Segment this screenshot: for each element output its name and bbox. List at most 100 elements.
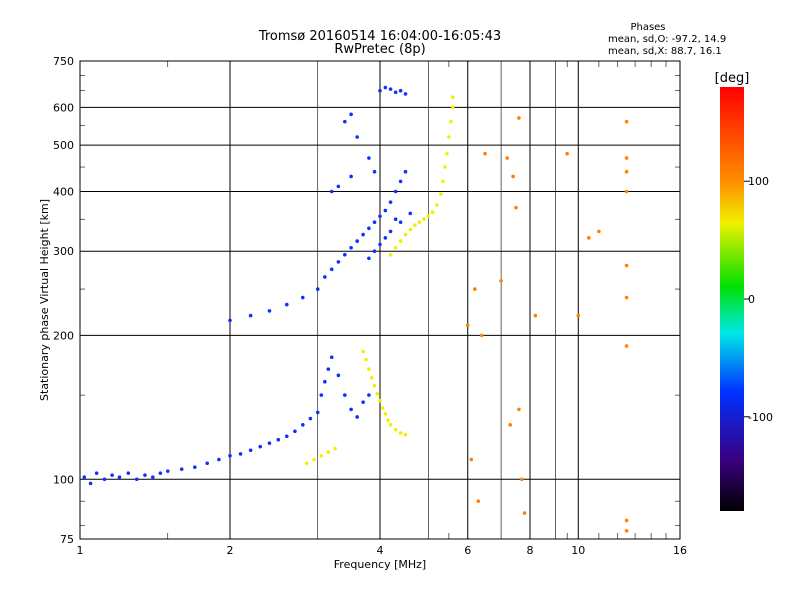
data-point [378, 398, 382, 403]
data-point [315, 287, 320, 291]
data-point [134, 477, 139, 482]
data-point [367, 367, 371, 371]
data-point [143, 473, 147, 477]
data-point [367, 226, 371, 231]
y-tick-label: 600 [53, 101, 74, 114]
data-point [519, 477, 524, 482]
data-point [312, 457, 316, 462]
data-point [267, 309, 272, 313]
data-point [369, 376, 374, 380]
data-point [451, 105, 455, 110]
data-point [336, 184, 341, 189]
data-point [343, 119, 347, 124]
data-point [505, 156, 509, 160]
data-point [469, 457, 474, 462]
x-tick-label: 8 [527, 544, 534, 557]
data-point [511, 174, 515, 179]
data-point [403, 432, 408, 437]
data-point [398, 179, 403, 184]
data-point [517, 116, 521, 120]
data-point [388, 200, 393, 204]
data-point [508, 423, 512, 427]
chart-subtitle: RwPretec (8p) [334, 42, 425, 57]
data-point [329, 189, 334, 194]
y-tick-label: 500 [53, 139, 74, 152]
data-point [284, 302, 289, 307]
data-point [158, 471, 163, 475]
data-point [479, 333, 484, 338]
data-point [443, 165, 447, 169]
data-point [238, 452, 243, 456]
data-point [301, 423, 305, 427]
data-point [361, 349, 365, 354]
data-point [88, 481, 93, 486]
phase-stats-o-mode: mean, sd,O: -97.2, 14.9 [608, 34, 726, 45]
data-point [323, 379, 327, 384]
data-point [94, 471, 99, 475]
data-points [82, 85, 629, 533]
data-point [388, 423, 393, 427]
data-point [417, 220, 422, 225]
data-point [326, 450, 331, 454]
data-point [383, 85, 388, 90]
data-point [336, 373, 341, 378]
data-point [380, 406, 385, 410]
data-point [403, 232, 408, 237]
data-point [388, 229, 393, 234]
data-point [361, 232, 365, 237]
x-tick-label: 1 [77, 544, 84, 557]
data-point [375, 391, 380, 396]
grid-lines [80, 61, 680, 539]
data-point [393, 189, 398, 194]
data-point [398, 88, 403, 93]
y-axis-ticks: 75 100 200 300 400 500 600 750 [53, 55, 74, 546]
data-point [193, 465, 197, 469]
colorbar-tick-label: -100 [748, 411, 773, 424]
data-point [367, 256, 371, 261]
data-point [388, 252, 393, 257]
data-point [624, 518, 629, 523]
data-point [393, 217, 398, 222]
data-point [349, 407, 353, 412]
y-tick-label: 200 [53, 329, 74, 342]
data-point [576, 313, 581, 318]
data-point [426, 214, 431, 219]
data-point [326, 367, 331, 371]
data-point [267, 441, 272, 445]
data-point [441, 179, 445, 184]
data-point [393, 427, 398, 432]
data-point [329, 355, 334, 360]
data-point [408, 227, 413, 232]
data-point [151, 475, 155, 480]
data-point [434, 203, 439, 207]
data-point [205, 461, 209, 466]
colorbar-tick-label: 100 [748, 175, 769, 188]
y-tick-label: 100 [53, 473, 74, 486]
data-point [349, 245, 353, 250]
data-point [517, 407, 521, 412]
data-point [624, 169, 629, 174]
data-point [514, 205, 518, 210]
data-point [355, 135, 359, 139]
data-point [248, 448, 253, 453]
data-point [165, 469, 170, 473]
data-point [372, 249, 377, 254]
data-point [398, 220, 403, 225]
data-point [533, 313, 538, 318]
data-point [315, 410, 320, 415]
data-point [355, 239, 359, 243]
data-point [447, 135, 451, 139]
data-point [304, 461, 309, 466]
data-point [301, 295, 305, 300]
x-tick-label: 6 [464, 544, 471, 557]
data-point [329, 267, 334, 272]
data-point [439, 192, 443, 196]
data-point [372, 220, 377, 225]
data-point [308, 416, 313, 421]
data-point [319, 393, 324, 397]
data-point [367, 393, 371, 397]
data-point [449, 119, 453, 124]
data-point [499, 279, 503, 283]
phase-stats-x-mode: mean, sd,X: 88.7, 16.1 [608, 46, 722, 57]
